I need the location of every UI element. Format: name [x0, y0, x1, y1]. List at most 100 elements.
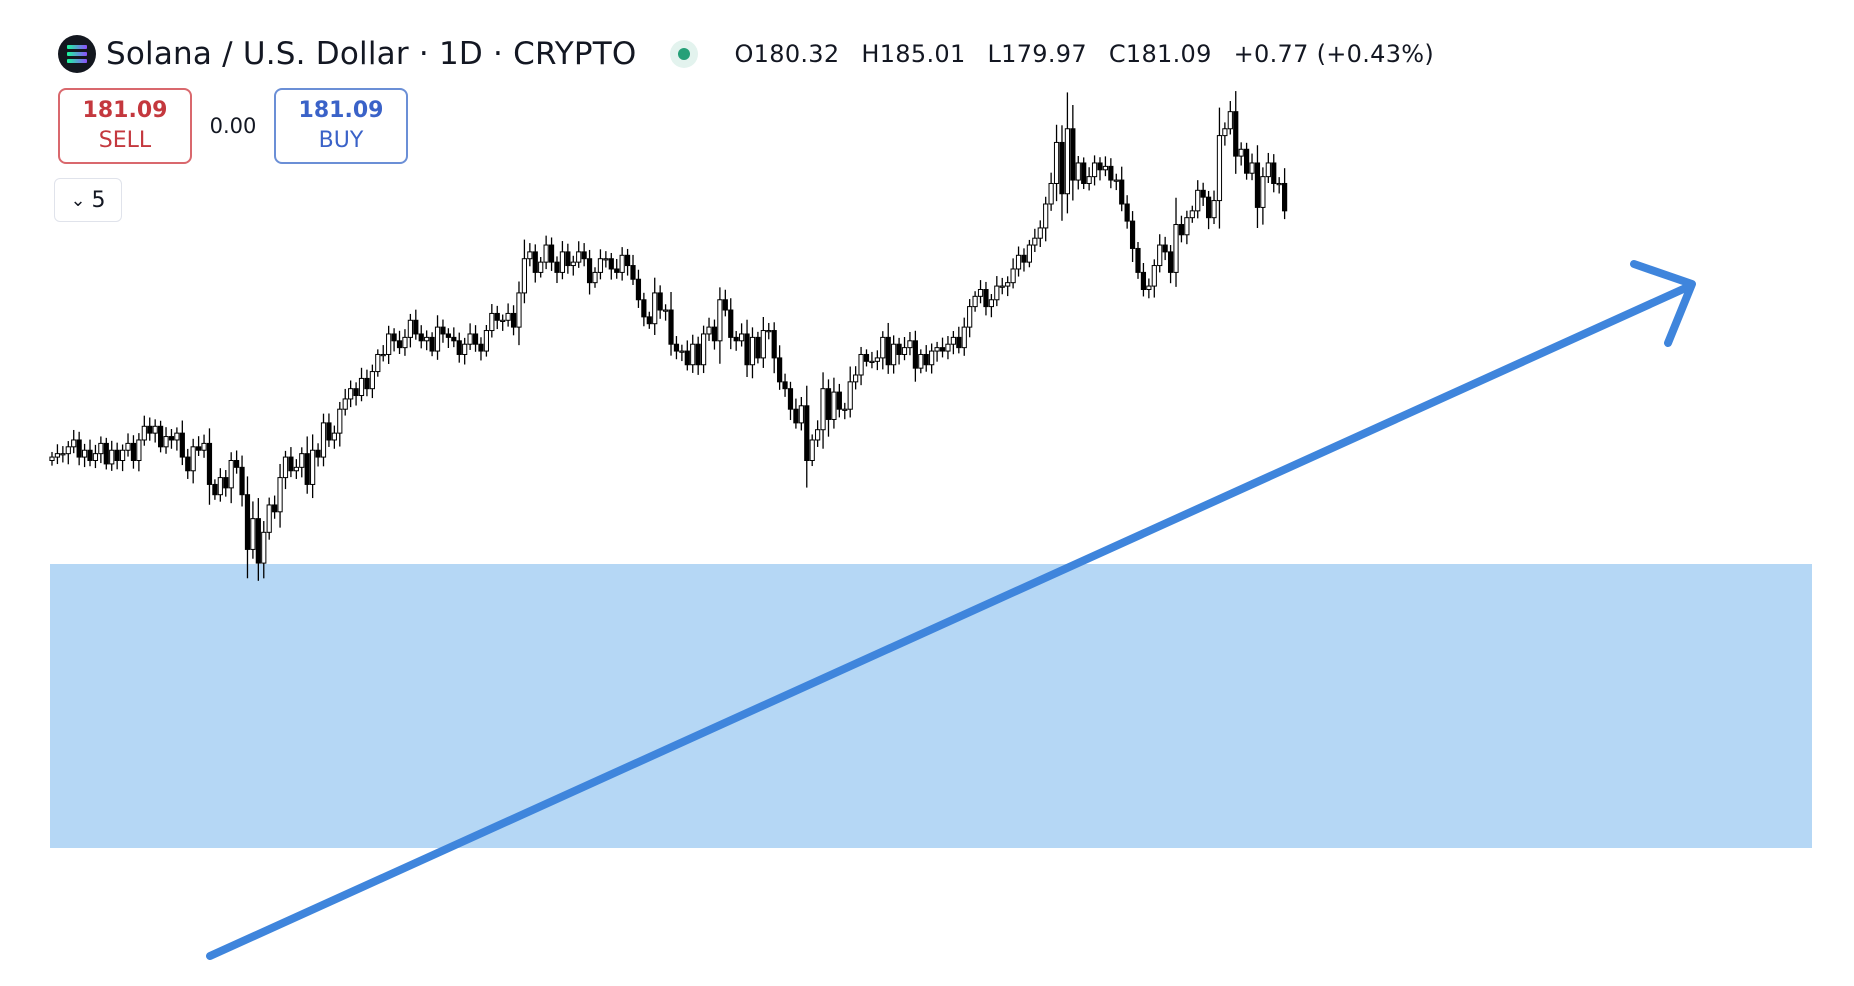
candle: [652, 277, 658, 335]
sell-label: SELL: [98, 128, 152, 153]
candle-body: [500, 319, 506, 322]
candle-body: [451, 336, 457, 342]
candle: [65, 441, 71, 465]
candle: [1091, 155, 1098, 186]
candle: [684, 340, 690, 371]
candle-body: [1276, 182, 1282, 186]
candle: [424, 330, 430, 351]
candle: [1037, 220, 1043, 247]
candle: [967, 299, 973, 338]
candle: [60, 446, 66, 463]
candle: [907, 332, 913, 356]
candle: [538, 257, 544, 278]
candle: [103, 437, 109, 470]
candle: [988, 294, 994, 318]
candle-body: [1032, 237, 1038, 246]
candle: [994, 276, 1000, 307]
candle-body: [907, 340, 913, 349]
candle-body: [440, 326, 446, 335]
candle-body: [641, 299, 647, 318]
indicators-toggle-button[interactable]: ⌄ 5: [54, 178, 122, 222]
candle-body: [999, 285, 1005, 288]
candle: [1053, 124, 1060, 202]
candle-body: [320, 422, 327, 458]
candle-body: [652, 292, 658, 325]
candle-body: [820, 388, 826, 431]
candle-body: [255, 518, 261, 564]
candle-body: [261, 531, 267, 564]
candle: [429, 332, 435, 357]
candle-body: [185, 456, 191, 472]
candle-body: [565, 251, 571, 267]
candle-body: [695, 343, 701, 366]
candle-body: [168, 436, 175, 441]
candle-body: [1189, 210, 1195, 219]
candle-body: [858, 353, 864, 376]
candle-body: [782, 381, 788, 390]
indicators-count: 5: [91, 187, 106, 213]
candle-body: [586, 258, 593, 284]
candle: [304, 436, 310, 494]
candle: [662, 304, 669, 321]
candle-body: [570, 261, 576, 267]
candle-body: [1227, 111, 1233, 130]
candle: [1059, 125, 1065, 221]
candle: [1249, 153, 1255, 181]
candle-body: [1249, 162, 1255, 174]
candle-body: [733, 336, 739, 342]
candle-body: [1026, 244, 1033, 263]
candle-body: [342, 398, 348, 410]
buy-price: 181.09: [298, 98, 384, 123]
candle-body: [853, 374, 859, 383]
buy-label: BUY: [318, 128, 364, 153]
candle: [641, 292, 647, 327]
candle-body: [119, 449, 126, 461]
candle-body: [1216, 135, 1223, 202]
candle: [364, 369, 370, 397]
symbol-title[interactable]: Solana / U.S. Dollar · 1D · CRYPTO: [106, 36, 637, 72]
candle-body: [326, 422, 332, 441]
candle: [619, 247, 625, 281]
candle-body: [494, 312, 500, 321]
candle: [326, 413, 332, 447]
sell-button[interactable]: 181.09 SELL: [58, 88, 192, 164]
candle: [766, 322, 772, 340]
candle: [196, 436, 202, 456]
candle-body: [804, 405, 810, 461]
candle-body: [152, 425, 158, 434]
candle-body: [744, 333, 750, 366]
candle: [114, 442, 120, 470]
candle-body: [1021, 254, 1027, 263]
candle: [842, 402, 848, 420]
candle: [983, 281, 989, 316]
candle: [179, 420, 185, 466]
candle-body: [196, 446, 202, 451]
candle-body: [798, 405, 804, 424]
candle: [749, 327, 756, 379]
buy-button[interactable]: 181.09 BUY: [274, 88, 408, 164]
candle: [956, 326, 962, 354]
candle: [1043, 196, 1049, 242]
candle-body: [510, 312, 517, 328]
candle-body: [690, 343, 696, 366]
candle-body: [1081, 162, 1087, 184]
candle-body: [1205, 196, 1212, 219]
candle: [266, 497, 272, 540]
candle-body: [505, 312, 511, 321]
symbol-header: Solana / U.S. Dollar · 1D · CRYPTO O180.…: [58, 34, 1448, 74]
candle: [717, 287, 723, 364]
market-status-icon[interactable]: [670, 40, 699, 68]
candle-body: [673, 343, 680, 352]
candle-body: [934, 347, 940, 352]
candle: [348, 380, 354, 408]
candle: [934, 341, 940, 362]
candle-body: [158, 425, 164, 448]
candle-body: [353, 388, 359, 397]
candle-body: [375, 353, 381, 373]
candle: [798, 396, 804, 431]
candle: [1227, 101, 1233, 135]
candle-body: [364, 377, 370, 390]
candle: [451, 327, 457, 348]
candle-body: [1059, 141, 1065, 195]
candle: [483, 324, 489, 357]
